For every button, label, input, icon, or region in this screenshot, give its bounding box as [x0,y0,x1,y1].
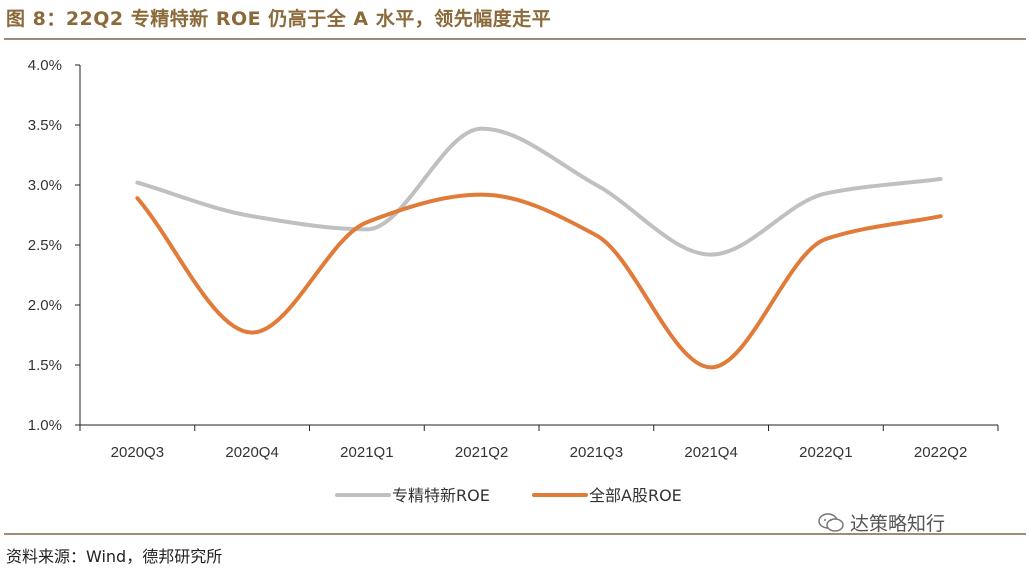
data-point-s2-1 [251,332,253,334]
wechat-icon [818,512,844,532]
y-tick-label: 1.5% [28,357,62,374]
watermark-text: 达策略知行 [850,513,946,535]
y-tick-label: 1.0% [28,417,62,434]
x-tick-label: 2020Q4 [225,444,278,461]
data-point-s2-2 [366,221,368,223]
y-axis-ticks: 1.0% 1.5% 2.0% 2.5% 3.0% 3.5% 4.0% [28,57,80,434]
legend-label-1: 专精特新ROE [392,486,490,505]
data-point-s2-5 [710,366,712,368]
data-point-s1-3 [481,128,483,130]
legend-label-2: 全部A股ROE [589,486,682,505]
top-divider [4,38,1026,40]
y-tick-label: 3.5% [28,117,62,134]
series-lines [135,126,943,370]
x-tick-label: 2021Q4 [684,444,737,461]
series-line-1 [135,126,943,257]
data-point-s2-6 [825,238,827,240]
chart-axes [79,65,998,426]
series-line-2 [135,192,943,370]
x-tick-label: 2021Q2 [455,444,508,461]
x-tick-label: 2022Q1 [799,444,852,461]
bottom-divider [4,533,1026,535]
data-point-s1-5 [710,254,712,256]
y-tick-label: 4.0% [28,57,62,74]
y-tick-label: 3.0% [28,177,62,194]
data-point-s2-0 [136,197,138,199]
x-tick-label: 2022Q2 [914,444,967,461]
y-tick-label: 2.5% [28,237,62,254]
data-point-s2-7 [940,215,942,217]
figure-title: 图 8：22Q2 专精特新 ROE 仍高于全 A 水平，领先幅度走平 [6,8,552,30]
x-tick-label: 2020Q3 [111,444,164,461]
y-tick-label: 2.0% [28,297,62,314]
watermark: 达策略知行 [818,509,945,536]
legend: 专精特新ROE 全部A股ROE [335,486,682,505]
x-tick-label: 2021Q1 [340,444,393,461]
data-point-s1-4 [595,184,597,186]
data-point-s1-7 [940,178,942,180]
data-point-s1-2 [366,228,368,230]
source-note: 资料来源：Wind，德邦研究所 [6,547,223,566]
data-point-s1-0 [136,182,138,184]
x-tick-label: 2021Q3 [570,444,623,461]
data-point-s1-6 [825,192,827,194]
data-point-s2-4 [595,234,597,236]
data-point-s1-1 [251,215,253,217]
x-axis-ticks: 2020Q3 2020Q4 2021Q1 2021Q2 2021Q3 2021Q4 2022… [79,425,999,461]
data-point-s2-3 [481,194,483,196]
